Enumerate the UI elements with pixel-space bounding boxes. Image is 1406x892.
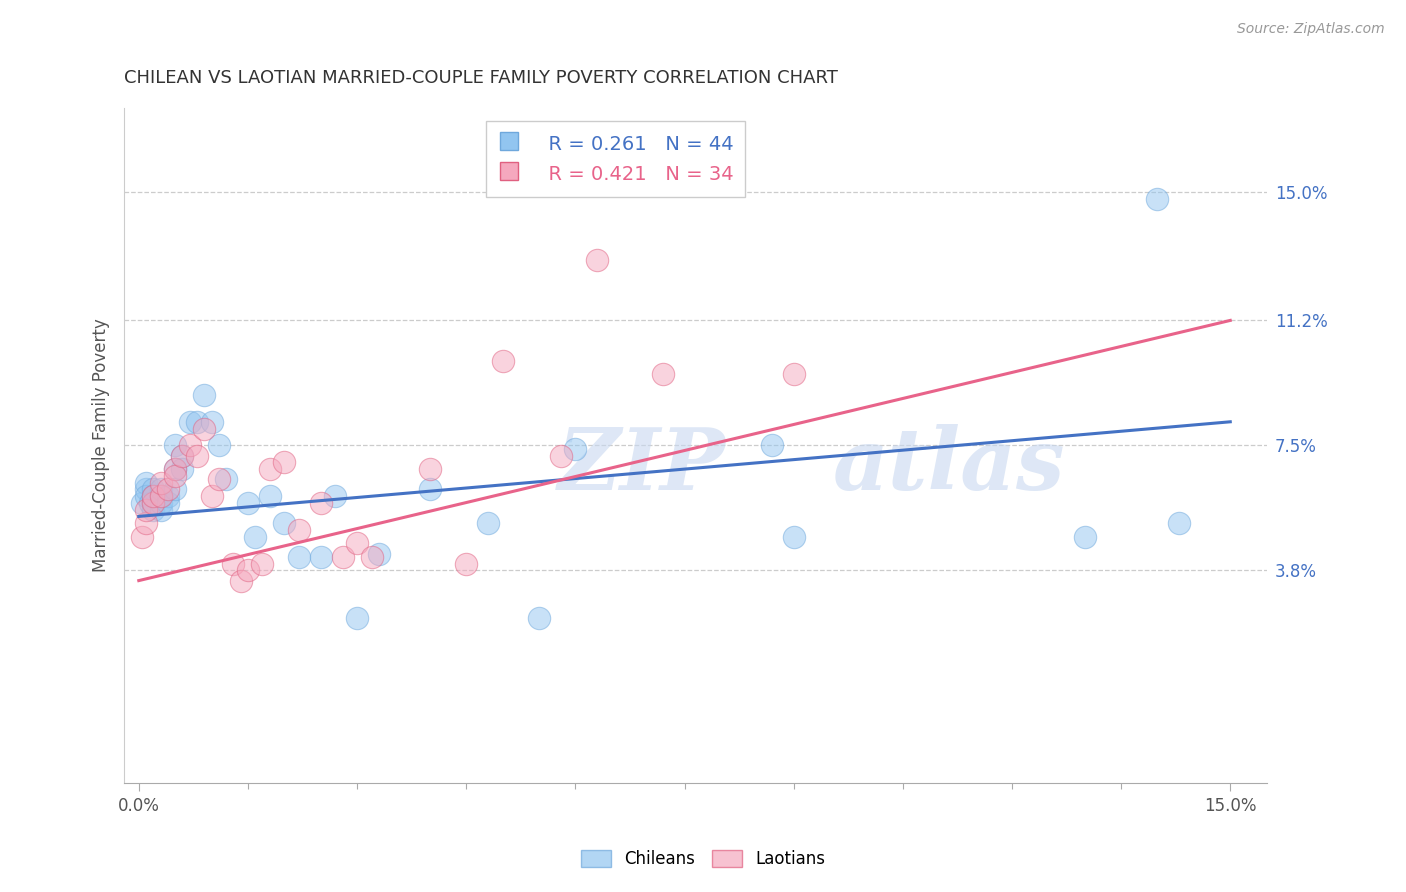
Point — [149, 496, 172, 510]
Point — [309, 496, 332, 510]
Point — [564, 442, 586, 456]
Point — [782, 530, 804, 544]
Point — [367, 547, 389, 561]
Point — [208, 438, 231, 452]
Point — [149, 502, 172, 516]
Point — [149, 489, 172, 503]
Point — [222, 557, 245, 571]
Point — [245, 530, 267, 544]
Point — [200, 415, 222, 429]
Point — [172, 462, 194, 476]
Point — [309, 549, 332, 564]
Point — [550, 449, 572, 463]
Point — [456, 557, 478, 571]
Point — [142, 502, 165, 516]
Point — [142, 496, 165, 510]
Text: ZIP: ZIP — [558, 424, 727, 508]
Point — [135, 483, 157, 497]
Point — [527, 611, 550, 625]
Point — [200, 489, 222, 503]
Point — [142, 496, 165, 510]
Point — [156, 483, 179, 497]
Point — [165, 462, 187, 476]
Text: Source: ZipAtlas.com: Source: ZipAtlas.com — [1237, 22, 1385, 37]
Point — [165, 438, 187, 452]
Point — [229, 574, 252, 588]
Point — [491, 354, 513, 368]
Point — [179, 438, 201, 452]
Point — [131, 530, 153, 544]
Point — [346, 611, 368, 625]
Point — [419, 483, 441, 497]
Point — [135, 516, 157, 531]
Point — [761, 438, 783, 452]
Point — [135, 502, 157, 516]
Point — [346, 536, 368, 550]
Legend: Chileans, Laotians: Chileans, Laotians — [574, 843, 832, 875]
Point — [131, 496, 153, 510]
Point — [142, 483, 165, 497]
Point — [651, 368, 673, 382]
Point — [193, 388, 215, 402]
Point — [259, 462, 281, 476]
Point — [179, 415, 201, 429]
Point — [288, 549, 311, 564]
Point — [149, 483, 172, 497]
Point — [142, 489, 165, 503]
Point — [259, 489, 281, 503]
Point — [477, 516, 499, 531]
Point — [156, 496, 179, 510]
Text: atlas: atlas — [832, 424, 1064, 508]
Point — [586, 252, 609, 267]
Point — [138, 496, 160, 510]
Point — [186, 449, 208, 463]
Point — [1146, 192, 1168, 206]
Point — [782, 368, 804, 382]
Point — [165, 468, 187, 483]
Point — [172, 449, 194, 463]
Point — [323, 489, 346, 503]
Point — [360, 549, 382, 564]
Point — [215, 472, 238, 486]
Point — [156, 489, 179, 503]
Point — [172, 449, 194, 463]
Point — [149, 475, 172, 490]
Point — [165, 483, 187, 497]
Point — [273, 516, 295, 531]
Point — [208, 472, 231, 486]
Point — [419, 462, 441, 476]
Point — [149, 489, 172, 503]
Legend:   R = 0.261   N = 44,   R = 0.421   N = 34: R = 0.261 N = 44, R = 0.421 N = 34 — [485, 120, 745, 196]
Point — [186, 415, 208, 429]
Point — [236, 496, 259, 510]
Point — [1074, 530, 1097, 544]
Point — [165, 462, 187, 476]
Point — [332, 549, 354, 564]
Point — [236, 564, 259, 578]
Y-axis label: Married-Couple Family Poverty: Married-Couple Family Poverty — [93, 318, 110, 573]
Point — [142, 489, 165, 503]
Point — [288, 523, 311, 537]
Point — [135, 489, 157, 503]
Point — [273, 455, 295, 469]
Point — [1168, 516, 1191, 531]
Text: CHILEAN VS LAOTIAN MARRIED-COUPLE FAMILY POVERTY CORRELATION CHART: CHILEAN VS LAOTIAN MARRIED-COUPLE FAMILY… — [124, 69, 838, 87]
Point — [135, 475, 157, 490]
Point — [252, 557, 274, 571]
Point — [193, 421, 215, 435]
